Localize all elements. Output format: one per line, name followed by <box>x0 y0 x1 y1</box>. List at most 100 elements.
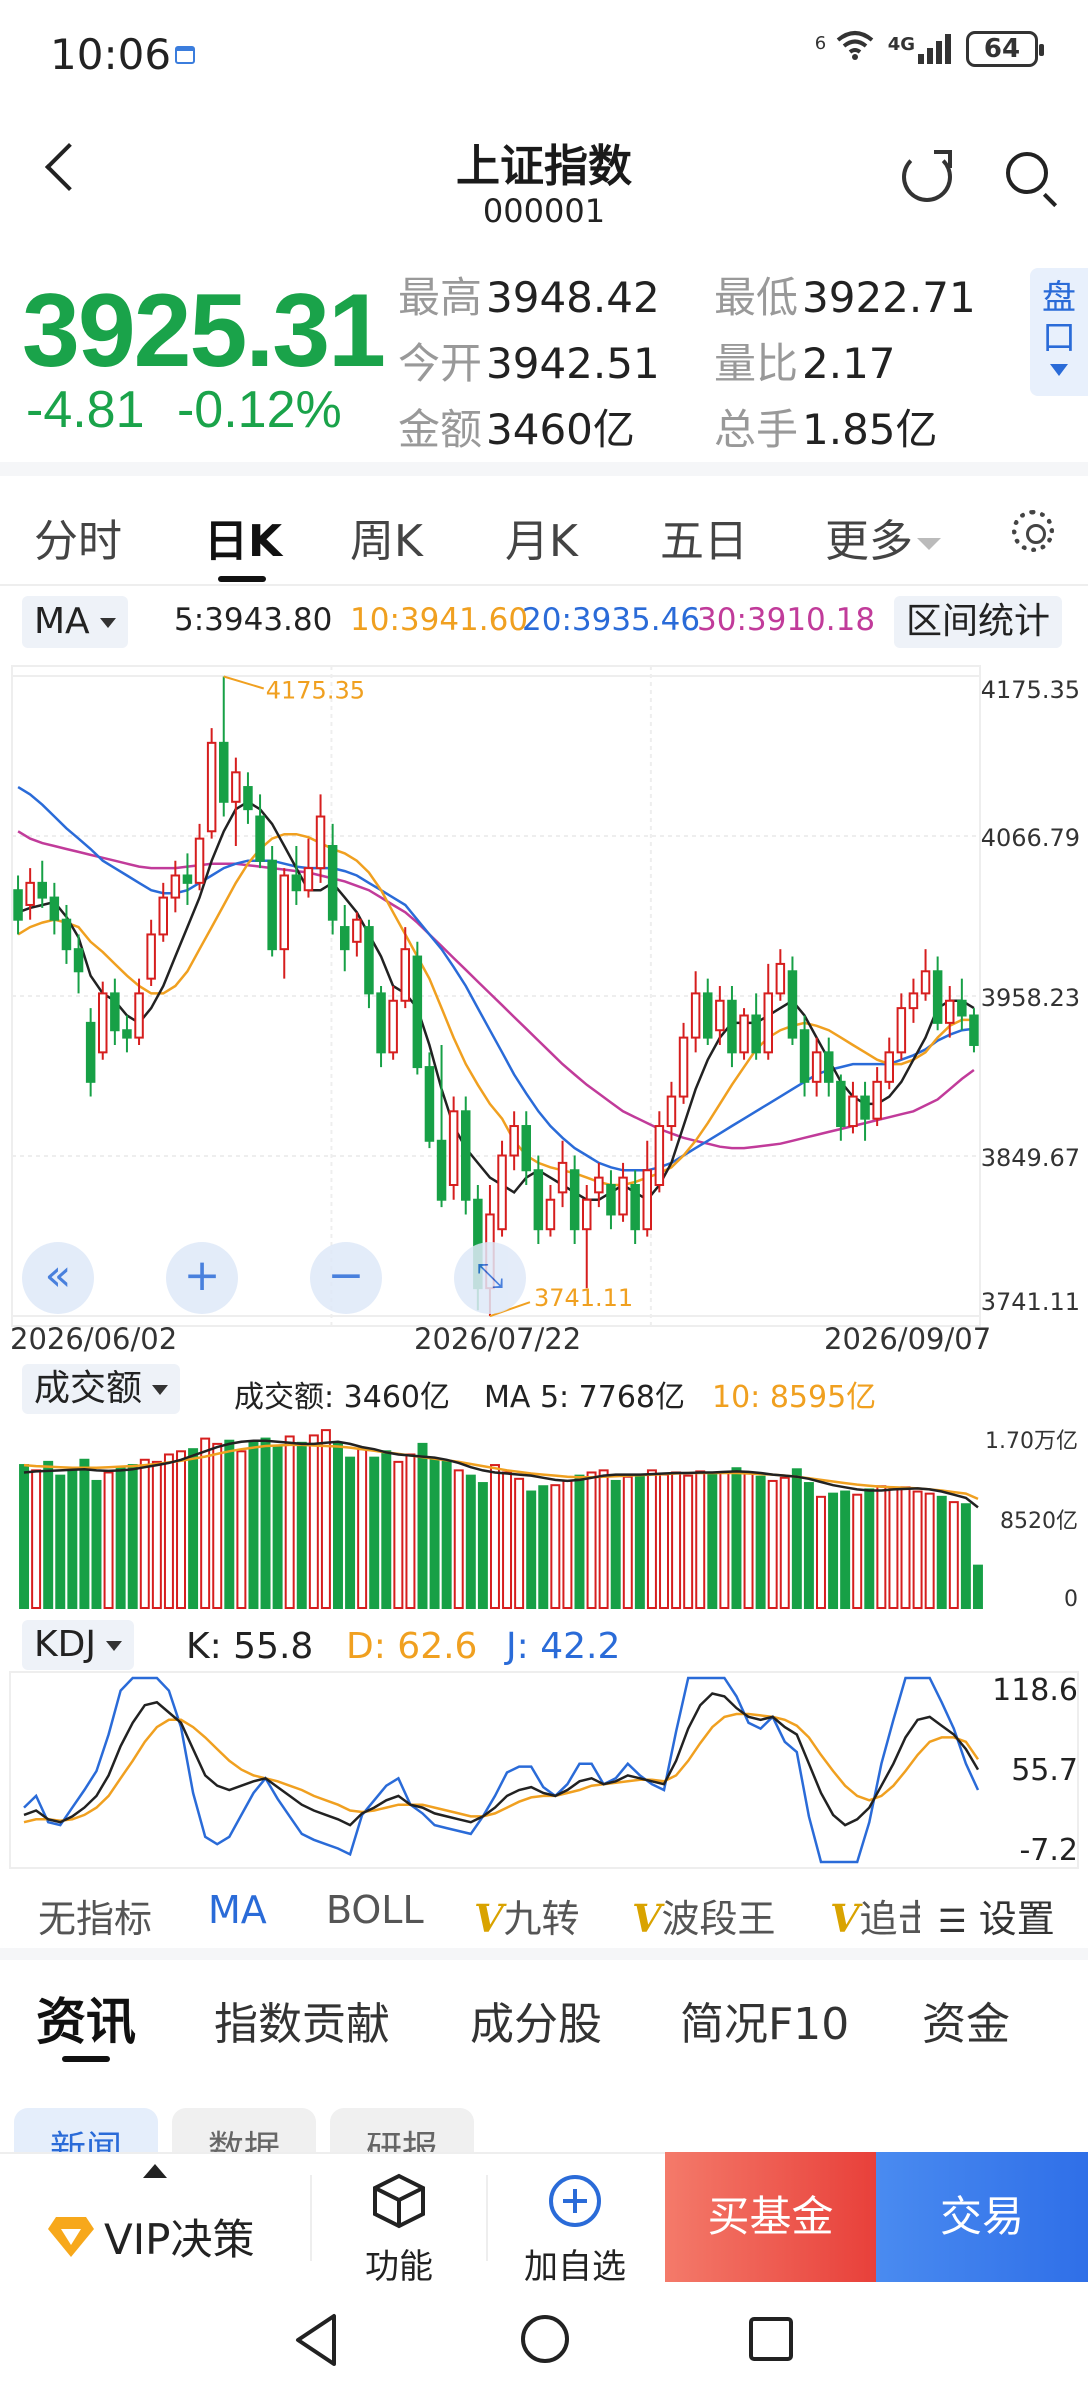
volume-bar-down <box>465 1474 476 1609</box>
candle-down <box>182 874 193 884</box>
info-tab-news[interactable]: 资讯 <box>36 1993 136 2051</box>
kdj-y-tick: 118.6 <box>992 1673 1078 1708</box>
refresh-icon[interactable] <box>902 150 952 202</box>
x-label-mid: 2026/07/22 <box>414 1322 582 1356</box>
info-tab-constituents[interactable]: 成分股 <box>470 1999 602 2050</box>
tab-more[interactable]: 更多 <box>825 505 941 569</box>
nav-recents-icon[interactable] <box>746 2314 796 2364</box>
chevron-down-icon <box>917 538 941 550</box>
volume-selector-label: 成交额 <box>34 1368 143 1409</box>
d-line <box>23 1712 980 1824</box>
ma-selector[interactable]: MA <box>22 596 128 648</box>
ma5-line <box>23 1439 979 1509</box>
candle-down <box>460 1110 471 1201</box>
volume-bar-down <box>707 1473 718 1609</box>
indicator-tab-nine-turn[interactable]: V九转 <box>474 1896 580 1941</box>
volume-bar-down <box>526 1490 537 1609</box>
cell-signal-icon: 4G <box>888 34 952 64</box>
volume-bar-down <box>634 1474 645 1609</box>
candle-up <box>678 1036 689 1098</box>
range-stats-button[interactable]: 区间统计 <box>894 596 1063 648</box>
candle-up <box>315 815 326 870</box>
candle-down <box>860 1095 870 1120</box>
zoom-out-button[interactable]: − <box>310 1242 382 1314</box>
divider <box>310 2175 312 2261</box>
zoom-in-button[interactable]: + <box>166 1242 238 1314</box>
volume-bar-up <box>489 1464 500 1609</box>
volume-bar-up <box>767 1479 778 1609</box>
candle-down <box>424 1066 435 1142</box>
info-tab-f10[interactable]: 简况F10 <box>680 1999 850 2050</box>
volume-bar-down <box>381 1450 392 1610</box>
kdj-y-tick: 55.7 <box>1011 1753 1078 1788</box>
indicator-tab-wave-king[interactable]: V波段王 <box>632 1896 776 1941</box>
tab-intraday[interactable]: 分时 <box>34 516 122 567</box>
candle-down <box>969 1014 979 1046</box>
pankou-button[interactable]: 盘口 <box>1030 268 1088 396</box>
fullscreen-icon[interactable]: ⤡ <box>454 1242 526 1314</box>
volume-bar-up <box>139 1458 150 1609</box>
buy-fund-button[interactable]: 买基金 <box>665 2152 876 2282</box>
candle-up <box>690 992 701 1039</box>
volume-bar-down <box>840 1490 851 1609</box>
scroll-left-button[interactable]: « <box>22 1242 94 1314</box>
candle-down <box>436 1139 447 1201</box>
volume-bar-up <box>646 1469 657 1610</box>
tab-monthly-k[interactable]: 月K <box>505 516 578 567</box>
candle-up <box>908 992 919 1010</box>
volume-bar-down <box>248 1441 259 1609</box>
candle-up <box>944 999 955 1024</box>
vip-decision-button[interactable]: VIP决策 <box>46 2206 254 2267</box>
info-tab-contribution[interactable]: 指数贡献 <box>214 1999 390 2050</box>
indicator-tab-none[interactable]: 无指标 <box>38 1897 153 1941</box>
volume-chart[interactable]: 1.70万亿 8520亿 0 <box>0 1414 1088 1614</box>
stat-low: 最低3922.71 <box>714 273 976 322</box>
gear-icon[interactable] <box>1012 510 1054 552</box>
tab-daily-k[interactable]: 日K <box>204 516 283 567</box>
indicator-tab-ma[interactable]: MA <box>208 1888 267 1932</box>
info-tab-funds[interactable]: 资金 <box>922 1999 1010 2050</box>
candle-down <box>13 889 23 921</box>
volume-bar-up <box>357 1448 368 1610</box>
volume-bar-down <box>477 1482 488 1609</box>
volume-bar-up <box>514 1477 525 1609</box>
candle-down <box>932 970 943 1024</box>
ma10-value: 10:3941.60 <box>350 602 529 638</box>
indicator-tab-boll[interactable]: BOLL <box>326 1888 424 1932</box>
volume-bar-up <box>852 1493 863 1609</box>
y-tick-label: 4175.35 <box>981 676 1080 704</box>
volume-bar-down <box>260 1437 271 1609</box>
volume-bar-up <box>502 1471 513 1610</box>
volume-bar-down <box>538 1485 549 1609</box>
kdj-chart[interactable]: 118.6 55.7 -7.2 <box>0 1670 1088 1870</box>
candle-down <box>291 874 302 892</box>
kdj-selector[interactable]: KDJ <box>22 1620 134 1670</box>
search-icon[interactable] <box>1006 152 1048 194</box>
candle-down <box>521 1125 532 1172</box>
volume-bar-up <box>695 1470 706 1610</box>
kdj-y-tick: -7.2 <box>1019 1833 1078 1868</box>
volume-bar-up <box>719 1471 730 1610</box>
candle-up <box>158 896 169 936</box>
function-button[interactable]: 功能 <box>354 2172 444 2288</box>
ma-selector-label: MA <box>34 601 90 642</box>
volume-selector[interactable]: 成交额 <box>22 1364 181 1414</box>
volume-bar-up <box>308 1434 319 1610</box>
info-tab-indicator <box>62 2056 110 2062</box>
kline-chart[interactable]: 4175.35 3741.11 4175.35 4066.79 3958.23 3849… <box>0 656 1088 1356</box>
volume-bar-down <box>224 1439 235 1609</box>
indicator-tab-chase[interactable]: V追击 <box>830 1896 920 1941</box>
chevron-down-icon <box>105 1641 122 1651</box>
add-watchlist-button[interactable]: 加自选 <box>520 2172 630 2288</box>
tab-five-day[interactable]: 五日 <box>660 516 748 567</box>
nav-home-icon[interactable] <box>518 2312 572 2366</box>
nav-back-icon[interactable] <box>292 2312 342 2368</box>
volume-bar-down <box>369 1456 380 1609</box>
page-title: 上证指数 <box>456 141 632 192</box>
candle-up <box>654 1125 665 1186</box>
indicator-settings-button[interactable]: ☰ 设置 <box>934 1888 1055 1943</box>
tab-weekly-k[interactable]: 周K <box>350 516 423 567</box>
chevron-up-icon[interactable] <box>143 2164 167 2178</box>
trade-button[interactable]: 交易 <box>876 2152 1088 2282</box>
volume-bar-up <box>586 1471 597 1610</box>
